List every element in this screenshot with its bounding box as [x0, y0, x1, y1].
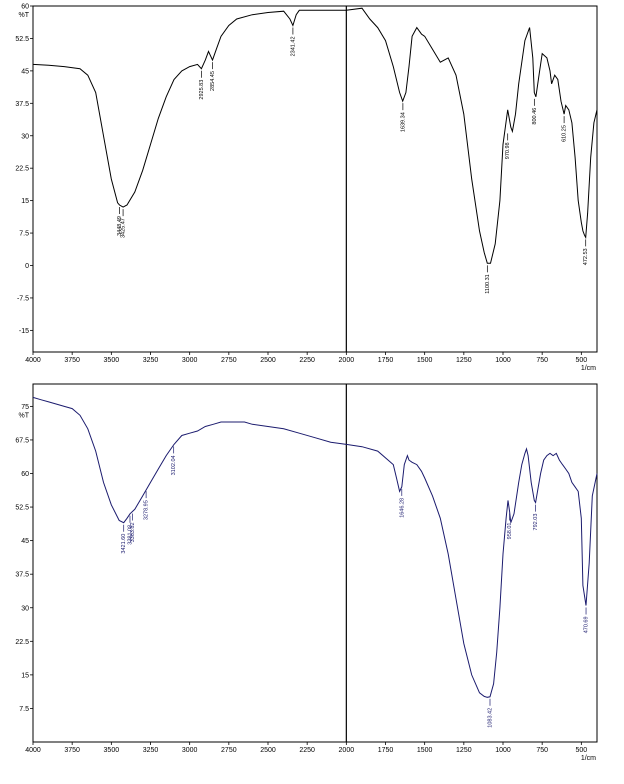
x-tick-label: 2000: [339, 747, 355, 754]
x-tick-label: 1250: [456, 747, 472, 754]
x-tick-label: 1750: [378, 357, 394, 364]
peak-label: 1646.28: [399, 498, 405, 518]
x-tick-label: 3750: [64, 357, 80, 364]
x-tick-label: 2500: [260, 357, 276, 364]
x-tick-label: 4000: [25, 747, 41, 754]
y-tick-label: 37.5: [15, 101, 29, 108]
y-tick-label: -7.5: [17, 295, 29, 302]
peak-label: 3278.95: [144, 500, 150, 520]
peak-label: 1100.31: [485, 274, 491, 293]
x-tick-label: 1000: [495, 357, 511, 364]
x-tick-label: 1750: [378, 747, 394, 754]
plot-frame: [32, 383, 598, 743]
y-tick-label: 52.5: [15, 505, 29, 512]
chart-top: 4000 3750 3500 3250 3000 2750 2500 2250 2000 1750…: [15, 4, 598, 372]
spectrum-line: [32, 396, 598, 698]
peak-label: 800.46: [532, 108, 538, 125]
x-tick-label: 500: [575, 747, 587, 754]
y-tick-label: 30: [21, 133, 29, 140]
x-tick-label: 3500: [104, 357, 120, 364]
peak-label: 792.03: [533, 514, 539, 531]
y-tick-label: 75: [21, 404, 29, 411]
x-tick-label: 3500: [104, 747, 120, 754]
peak-label: 3363.82: [130, 522, 136, 542]
peak-label: 472.53: [583, 248, 589, 265]
y-tick-label: 15: [21, 198, 29, 205]
peak-label: 3102.04: [171, 455, 177, 475]
x-axis-label: 1/cm: [581, 755, 596, 762]
y-tick-label: 15: [21, 672, 29, 679]
peak-label: 958.01: [507, 523, 513, 540]
x-tick-label: 1500: [417, 747, 433, 754]
x-tick-label: 2250: [299, 747, 315, 754]
peak-label: 1639.34: [400, 112, 406, 132]
peak-label: 3421.60: [121, 534, 127, 554]
x-tick-label: 750: [536, 747, 548, 754]
y-tick-label: 37.5: [15, 572, 29, 579]
x-tick-label: 2500: [260, 747, 276, 754]
y-axis-label: %T: [19, 12, 30, 19]
x-tick-label: 3750: [64, 747, 80, 754]
y-tick-label: 0: [25, 263, 29, 270]
y-tick-label: -15: [19, 328, 29, 335]
plot-frame: [32, 5, 598, 353]
peak-label: 2925.83: [199, 80, 205, 100]
peak-label: 2341.42: [290, 36, 296, 56]
x-axis-label: 1/cm: [581, 365, 596, 372]
spectrum-line: [32, 7, 598, 264]
x-tick-label: 3250: [143, 747, 159, 754]
y-tick-label: 22.5: [15, 639, 29, 646]
y-tick-label: 7.5: [19, 231, 29, 238]
x-tick-label: 3000: [182, 747, 198, 754]
x-tick-label: 2250: [299, 357, 315, 364]
x-tick-label: 4000: [25, 357, 41, 364]
y-tick-label: 22.5: [15, 166, 29, 173]
x-tick-label: 3250: [143, 357, 159, 364]
x-tick-label: 1000: [495, 747, 511, 754]
peak-label: 3425.47: [121, 218, 127, 238]
x-tick-label: 1500: [417, 357, 433, 364]
peak-label: 470.69: [583, 616, 589, 633]
y-tick-label: 30: [21, 605, 29, 612]
y-axis-label: %T: [19, 412, 30, 419]
x-tick-label: 3000: [182, 357, 198, 364]
peak-label: 610.25: [562, 125, 568, 142]
peak-label: 970.98: [505, 142, 511, 159]
y-tick-label: 67.5: [15, 437, 29, 444]
peak-label: 3448.49: [117, 216, 123, 236]
y-tick-label: 45: [21, 538, 29, 545]
x-tick-label: 500: [575, 357, 587, 364]
chart-bottom: 4000 3750 3500 3250 3000 2750 2500 2250 2000 1750…: [15, 383, 598, 762]
x-tick-label: 2750: [221, 747, 237, 754]
y-tick-label: 60: [21, 471, 29, 478]
x-tick-label: 2000: [339, 357, 355, 364]
x-tick-label: 2750: [221, 357, 237, 364]
y-tick-label: 7.5: [19, 706, 29, 713]
y-tick-label: 45: [21, 68, 29, 75]
peak-label: 2854.45: [210, 71, 216, 91]
peak-label: 3381.08: [127, 525, 133, 545]
peak-label: 1083.42: [487, 708, 493, 728]
x-tick-label: 750: [536, 357, 548, 364]
y-tick-label: 60: [21, 4, 29, 11]
x-tick-label: 1250: [456, 357, 472, 364]
y-tick-label: 52.5: [15, 36, 29, 43]
